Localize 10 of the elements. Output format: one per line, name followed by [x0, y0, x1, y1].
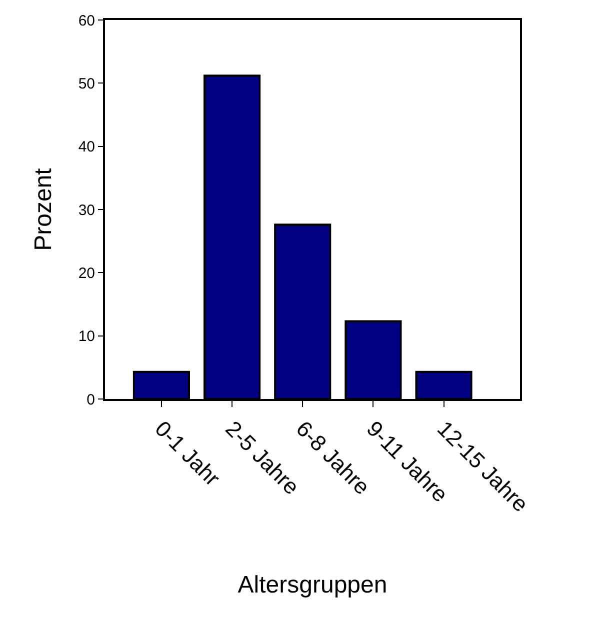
- y-axis-title: Prozent: [30, 168, 57, 251]
- y-tick-label: 20: [78, 264, 95, 282]
- y-tick-label: 30: [78, 202, 95, 219]
- y-tick-label: 0: [86, 391, 95, 408]
- y-tick-label: 50: [78, 75, 95, 92]
- y-tick-label: 10: [78, 328, 95, 346]
- y-tick-label: 40: [78, 138, 95, 156]
- y-tick-label: 60: [78, 12, 95, 30]
- x-axis-title: Altersgruppen: [238, 572, 388, 599]
- x-tick-label: 0-1 Jahr: [150, 416, 225, 491]
